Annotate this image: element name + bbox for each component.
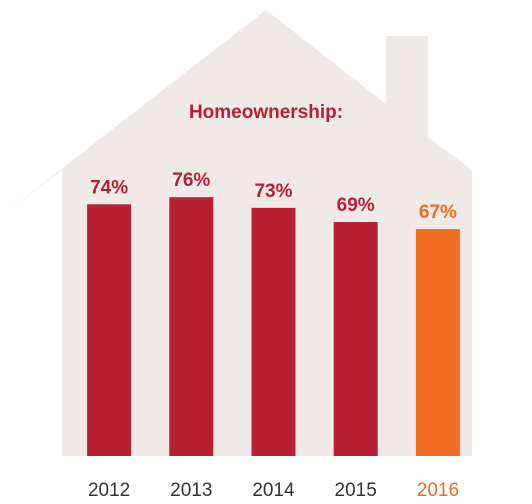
bar: [415, 229, 460, 456]
x-tick-label: 2015: [335, 480, 377, 501]
value-label: 69%: [337, 195, 375, 216]
x-tick-label: 2016: [417, 480, 459, 501]
value-label: 73%: [254, 181, 292, 202]
chart-title: Homeownership:: [189, 102, 343, 123]
x-tick-label: 2012: [88, 480, 130, 501]
bar: [87, 204, 132, 456]
x-tick-label: 2014: [252, 480, 295, 501]
value-label: 74%: [90, 177, 128, 198]
value-label: 67%: [419, 202, 457, 223]
bar: [169, 197, 214, 456]
bar: [333, 222, 378, 456]
bar: [251, 207, 296, 456]
value-label: 76%: [172, 170, 210, 191]
x-tick-label: 2013: [170, 480, 212, 501]
